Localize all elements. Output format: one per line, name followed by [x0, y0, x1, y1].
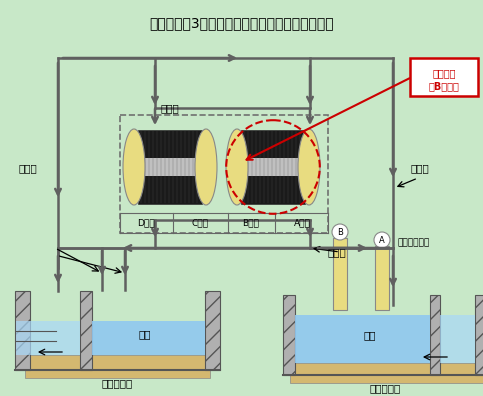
Text: C水室: C水室	[191, 219, 209, 227]
Bar	[290, 363, 483, 383]
Text: 当該箇所: 当該箇所	[432, 68, 456, 78]
Text: （B水室）: （B水室）	[428, 81, 459, 91]
Text: 伊方発電所3号機　復水器まわり海水系統概略図: 伊方発電所3号機 復水器まわり海水系統概略図	[150, 16, 334, 30]
Text: A: A	[379, 236, 385, 244]
Bar	[295, 315, 430, 363]
Bar	[241, 130, 305, 204]
Bar	[241, 158, 305, 176]
Bar	[205, 291, 220, 370]
Bar	[15, 291, 30, 370]
Bar	[138, 158, 202, 176]
Text: B水室: B水室	[242, 219, 259, 227]
Bar	[410, 58, 478, 96]
Ellipse shape	[195, 129, 217, 205]
Text: B: B	[337, 227, 343, 236]
Text: 取水管: 取水管	[328, 247, 347, 257]
Ellipse shape	[123, 129, 145, 205]
Text: A水室: A水室	[294, 219, 311, 227]
Text: D水室: D水室	[137, 219, 155, 227]
Bar	[25, 355, 210, 378]
Text: 海水: 海水	[364, 330, 376, 340]
Bar	[16, 321, 80, 355]
Text: 循環水ポンプ: 循環水ポンプ	[398, 238, 430, 248]
Text: 復水器: 復水器	[161, 103, 179, 113]
Bar	[283, 295, 295, 375]
Bar	[92, 321, 205, 355]
Bar	[440, 315, 475, 363]
Bar	[375, 246, 389, 310]
Bar	[80, 291, 92, 370]
Ellipse shape	[226, 129, 248, 205]
Bar	[120, 115, 328, 233]
Text: 放水ビット: 放水ビット	[102, 378, 133, 388]
Bar	[333, 238, 347, 310]
Bar	[475, 295, 483, 375]
Text: 放水管: 放水管	[19, 163, 37, 173]
Text: 取水管: 取水管	[411, 163, 429, 173]
Circle shape	[374, 232, 390, 248]
Bar	[430, 295, 440, 375]
Text: 海水: 海水	[139, 329, 151, 339]
Circle shape	[332, 224, 348, 240]
Ellipse shape	[298, 129, 320, 205]
Text: 取水ビット: 取水ビット	[369, 383, 400, 393]
Bar	[138, 130, 202, 204]
